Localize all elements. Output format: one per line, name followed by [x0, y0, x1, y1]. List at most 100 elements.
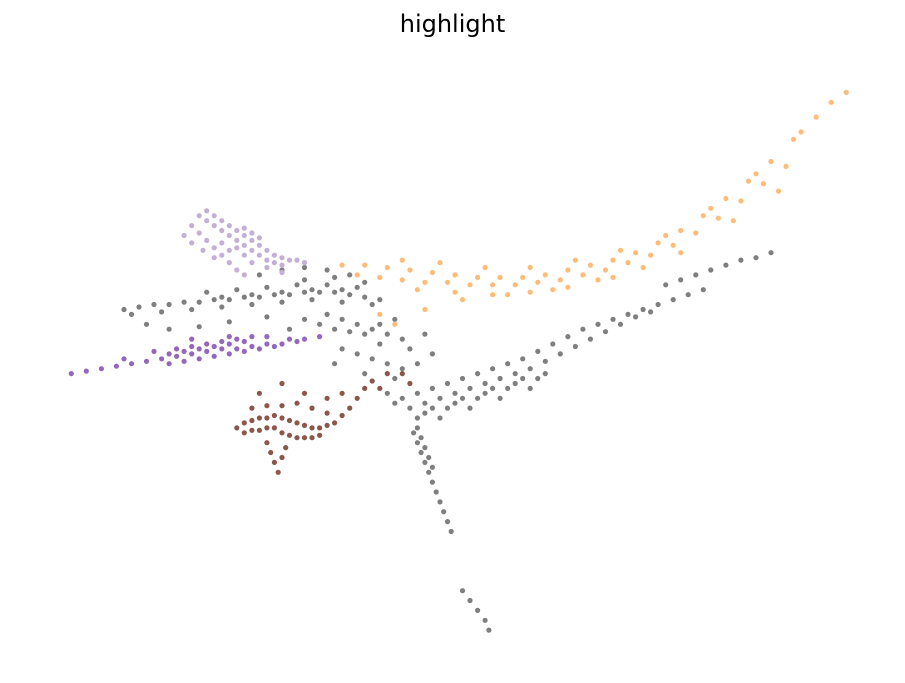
scatter-point-orange-32: [580, 272, 586, 278]
scatter-point-background-40: [362, 279, 368, 285]
scatter-point-brown-41: [271, 459, 277, 465]
scatter-point-purple-42: [226, 334, 232, 340]
scatter-point-background-5: [196, 299, 202, 305]
scatter-point-background-144: [422, 459, 428, 465]
scatter-point-orange-20: [791, 136, 797, 142]
scatter-point-background-38: [301, 277, 308, 283]
scatter-point-orange-57: [527, 289, 533, 295]
scatter-point-brown-43: [279, 454, 285, 461]
scatter-point-brown-0: [234, 425, 240, 431]
scatter-point-lavender-30: [279, 255, 285, 261]
scatter-point-brown-5: [271, 412, 277, 419]
scatter-point-lavender-14: [204, 237, 210, 243]
scatter-point-background-112: [633, 314, 639, 320]
scatter-point-brown-29: [309, 405, 315, 411]
scatter-point-background-17: [377, 297, 383, 303]
scatter-point-background-49: [369, 326, 375, 332]
scatter-point-brown-16: [256, 427, 262, 433]
scatter-point-background-147: [433, 489, 439, 495]
scatter-point-lavender-45: [241, 225, 247, 231]
scatter-point-background-128: [512, 380, 518, 387]
scatter-point-brown-8: [294, 420, 300, 426]
scatter-point-orange-54: [414, 287, 420, 293]
scatter-point-lavender-39: [241, 252, 247, 258]
scatter-point-orange-14: [655, 240, 661, 246]
scatter-point-orange-61: [678, 250, 684, 256]
scatter-point-orange-15: [678, 227, 684, 234]
scatter-point-lavender-37: [211, 255, 217, 261]
scatter-point-lavender-44: [234, 245, 240, 251]
scatter-point-background-22: [249, 301, 255, 308]
scatter-point-purple-39: [121, 356, 127, 362]
scatter-point-orange-46: [572, 257, 579, 263]
scatter-point-brown-21: [294, 435, 300, 441]
scatter-point-lavender-43: [219, 240, 225, 246]
scatter-point-lavender-24: [234, 227, 240, 234]
scatter-point-purple-15: [294, 338, 300, 345]
scatter-point-background-139: [426, 454, 432, 461]
scatter-point-purple-25: [234, 336, 240, 342]
scatter-point-brown-11: [317, 425, 323, 431]
scatter-point-background-131: [535, 375, 541, 382]
scatter-point-background-34: [249, 292, 255, 298]
scatter-point-purple-16: [166, 351, 172, 357]
scatter-point-background-64: [286, 326, 293, 332]
scatter-point-background-86: [535, 348, 541, 354]
scatter-point-brown-12: [324, 422, 330, 428]
scatter-point-purple-22: [211, 343, 217, 350]
scatter-point-orange-49: [708, 205, 714, 211]
scatter-point-background-19: [159, 309, 165, 315]
scatter-point-orange-19: [768, 158, 774, 165]
scatter-point-orange-25: [422, 279, 428, 285]
scatter-point-brown-6: [279, 415, 285, 421]
scatter-point-orange-44: [482, 264, 488, 271]
scatter-point-orange-62: [730, 218, 737, 224]
scatter-point-background-137: [418, 435, 424, 441]
scatter-point-brown-9: [301, 422, 308, 428]
scatter-point-background-4: [181, 299, 187, 305]
scatter-point-lavender-27: [256, 242, 262, 248]
scatter-point-lavender-6: [241, 242, 247, 248]
scatter-point-background-134: [392, 400, 398, 406]
scatter-point-background-132: [542, 371, 548, 377]
scatter-point-background-33: [219, 294, 225, 300]
scatter-point-background-16: [362, 294, 368, 300]
scatter-point-background-32: [354, 284, 360, 290]
scatter-point-background-122: [467, 405, 473, 411]
scatter-point-lavender-22: [219, 218, 225, 224]
scatter-point-background-0: [121, 306, 127, 313]
scatter-point-orange-31: [557, 277, 563, 283]
scatter-point-brown-35: [369, 378, 375, 384]
scatter-point-orange-50: [753, 171, 759, 177]
scatter-point-background-101: [467, 385, 473, 391]
scatter-point-orange-45: [527, 264, 533, 271]
scatter-point-orange-8: [520, 274, 526, 280]
scatter-point-background-9: [256, 294, 262, 300]
scatter-point-orange-22: [354, 272, 360, 278]
scatter-point-background-29: [264, 284, 270, 290]
scatter-point-orange-63: [775, 188, 782, 194]
scatter-point-background-97: [700, 287, 706, 293]
scatter-point-purple-29: [181, 358, 187, 364]
scatter-point-background-151: [448, 528, 454, 535]
scatter-point-background-136: [414, 425, 420, 431]
scatter-point-background-44: [324, 267, 330, 273]
scatter-point-orange-10: [565, 267, 571, 273]
scatter-point-purple-10: [219, 346, 225, 352]
scatter-point-lavender-1: [204, 218, 210, 224]
scatter-point-background-126: [497, 395, 503, 401]
scatter-point-purple-28: [166, 361, 172, 367]
scatter-point-background-70: [332, 361, 338, 367]
scatter-point-purple-14: [279, 341, 285, 347]
scatter-point-background-11: [286, 292, 293, 298]
scatter-point-brown-23: [309, 435, 315, 441]
scatter-point-background-104: [512, 371, 518, 377]
scatter-point-orange-26: [444, 279, 451, 285]
scatter-point-orange-29: [512, 282, 518, 288]
scatter-point-purple-18: [181, 348, 187, 354]
scatter-point-background-24: [309, 297, 315, 303]
scatter-point-orange-66: [422, 306, 428, 313]
scatter-point-brown-50: [377, 385, 383, 391]
scatter-point-orange-70: [595, 277, 601, 283]
scatter-point-brown-15: [249, 427, 255, 433]
